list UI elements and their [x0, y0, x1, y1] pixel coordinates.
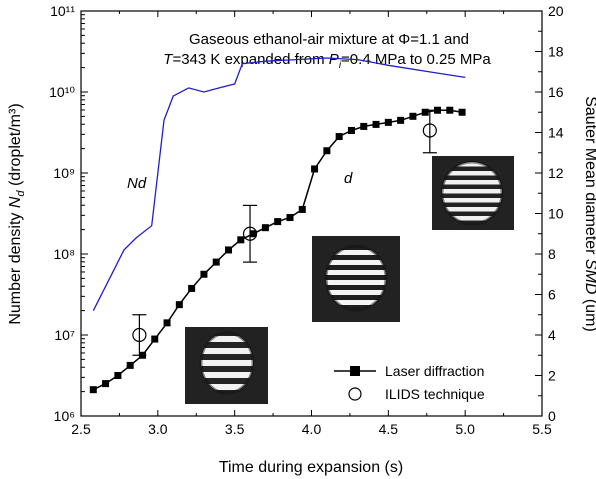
laser-diffraction-point: [347, 126, 355, 134]
laser-diffraction-point: [126, 361, 134, 369]
laser-diffraction-point: [261, 224, 269, 232]
legend-marker-laser: [350, 366, 360, 376]
laser-diffraction-point: [89, 386, 97, 394]
title-line-1: Gaseous ethanol-air mixture at Φ=1.1 and: [189, 31, 469, 48]
x-tick-label: 5.0: [455, 421, 475, 437]
laser-diffraction-point: [114, 372, 122, 379]
y-right-tick-label: 10: [548, 206, 564, 222]
laser-diffraction-point: [249, 230, 257, 238]
y-right-tick-label: 4: [548, 327, 556, 343]
title-line-2: T=343 K expanded from Pi=0.4 MPa to 0.25…: [163, 51, 491, 71]
laser-diffraction-point: [225, 246, 233, 254]
y-right-tick-label: 16: [548, 84, 564, 100]
x-tick-label: 5.5: [532, 421, 552, 437]
laser-diffraction-point: [458, 108, 466, 116]
x-tick-label: 3.5: [225, 421, 245, 437]
x-axis-title: Time during expansion (s): [219, 459, 403, 476]
laser-diffraction-point: [200, 270, 208, 278]
laser-diffraction-point: [237, 236, 245, 244]
laser-diffraction-point: [360, 122, 368, 130]
x-ticks: 2.5 3.0 3.5 4.0 4.5 5.0 5.5: [71, 11, 552, 437]
laser-diffraction-point: [397, 116, 405, 124]
y-left-tick-label: 10¹⁰: [49, 84, 75, 100]
series-laser-diffraction: [89, 106, 466, 394]
x-tick-label: 4.5: [379, 421, 399, 437]
laser-diffraction-line: [92, 109, 463, 391]
y-left-tick-label: 10⁹: [53, 165, 75, 181]
x-tick-label: 4.0: [302, 421, 322, 437]
laser-diffraction-point: [286, 214, 294, 222]
laser-diffraction-point: [421, 108, 429, 116]
legend-label-laser: Laser diffraction: [385, 363, 484, 379]
x-tick-label: 3.0: [148, 421, 168, 437]
nd-line: [92, 57, 466, 311]
y-left-tick-label: 10⁸: [54, 246, 76, 262]
laser-diffraction-point: [335, 133, 343, 141]
ilids-point: [242, 226, 258, 241]
y-right-tick-label: 18: [548, 44, 564, 60]
y-right-tick-label: 8: [548, 246, 556, 262]
legend-marker-ilids: [348, 387, 362, 401]
y-right-tick-label: 20: [548, 3, 564, 19]
y-right-tick-label: 2: [548, 368, 556, 384]
series-ilids: [132, 109, 437, 356]
y-right-axis-title: Sauter Mean diameter SMD (um): [582, 96, 596, 332]
laser-diffraction-point: [446, 106, 454, 114]
y-right-tick-label: 0: [548, 408, 556, 424]
laser-diffraction-point: [163, 319, 171, 327]
laser-diffraction-point: [311, 165, 319, 173]
legend: Laser diffraction ILIDS technique: [334, 363, 485, 402]
y-left-ticks: 10⁶ 10⁷ 10⁸ 10⁹ 10¹⁰ 10¹¹: [49, 3, 88, 424]
laser-diffraction-point: [298, 205, 306, 213]
y-left-tick-label: 10⁷: [54, 327, 75, 343]
laser-diffraction-point: [372, 120, 380, 128]
laser-diffraction-point: [102, 380, 110, 388]
laser-diffraction-point: [274, 218, 282, 226]
x-tick-label: 2.5: [71, 421, 91, 437]
y-left-tick-label: 10⁶: [54, 408, 75, 424]
y-right-tick-label: 6: [548, 287, 556, 303]
series-number-density: [92, 57, 466, 311]
laser-diffraction-point: [188, 284, 196, 292]
laser-diffraction-point: [384, 118, 392, 126]
laser-diffraction-point: [175, 301, 183, 309]
y-right-ticks: 0 2 4 6 8 10 12 14 16 18 20: [535, 3, 564, 424]
y-right-tick-label: 12: [548, 165, 564, 181]
ilids-image-small: [185, 327, 268, 404]
laser-diffraction-point: [409, 112, 417, 120]
ilids-image-medium: [312, 236, 400, 322]
label-nd: Nd: [127, 175, 147, 192]
ilids-image-large: [432, 156, 514, 230]
ilids-point: [422, 123, 437, 138]
legend-label-ilids: ILIDS technique: [385, 386, 485, 402]
laser-diffraction-point: [434, 106, 442, 114]
laser-diffraction-point: [323, 147, 331, 155]
label-d: d: [344, 170, 353, 187]
y-left-tick-label: 10¹¹: [50, 3, 75, 19]
y-right-tick-label: 14: [548, 125, 564, 141]
ilids-point: [132, 327, 147, 343]
y-left-axis-title: Number density Nd (droplet/m³): [7, 103, 27, 324]
laser-diffraction-point: [151, 335, 159, 343]
laser-diffraction-point: [212, 258, 220, 266]
